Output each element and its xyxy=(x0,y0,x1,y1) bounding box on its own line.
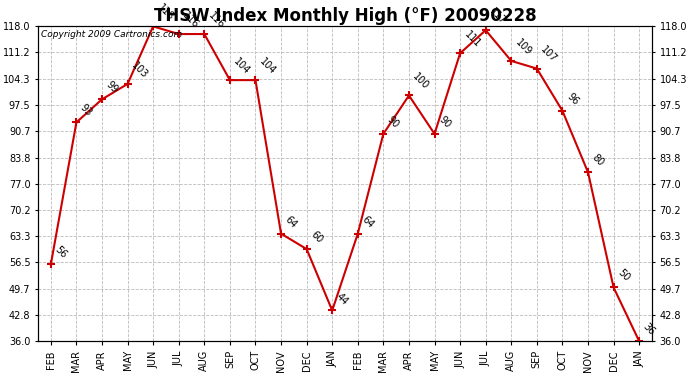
Text: 44: 44 xyxy=(334,291,350,307)
Text: 107: 107 xyxy=(539,45,559,65)
Text: 64: 64 xyxy=(360,214,375,230)
Text: Copyright 2009 Cartronics.com: Copyright 2009 Cartronics.com xyxy=(41,30,182,39)
Text: 109: 109 xyxy=(513,37,533,57)
Text: 117: 117 xyxy=(488,6,508,26)
Text: 99: 99 xyxy=(104,80,120,96)
Text: 60: 60 xyxy=(308,230,324,245)
Text: 90: 90 xyxy=(386,114,401,130)
Text: 93: 93 xyxy=(79,103,95,118)
Text: 118: 118 xyxy=(155,3,175,22)
Text: 96: 96 xyxy=(564,91,580,107)
Text: 100: 100 xyxy=(411,72,431,92)
Title: THSW Index Monthly High (°F) 20090228: THSW Index Monthly High (°F) 20090228 xyxy=(154,7,536,25)
Text: 80: 80 xyxy=(590,153,606,168)
Text: 56: 56 xyxy=(53,245,69,261)
Text: 111: 111 xyxy=(462,29,482,50)
Text: 50: 50 xyxy=(615,268,631,284)
Text: 103: 103 xyxy=(130,60,150,80)
Text: 64: 64 xyxy=(283,214,299,230)
Text: 116: 116 xyxy=(206,10,226,30)
Text: 36: 36 xyxy=(641,322,657,338)
Text: 104: 104 xyxy=(232,56,252,76)
Text: 90: 90 xyxy=(437,114,453,130)
Text: 104: 104 xyxy=(257,56,277,76)
Text: 116: 116 xyxy=(181,10,201,30)
